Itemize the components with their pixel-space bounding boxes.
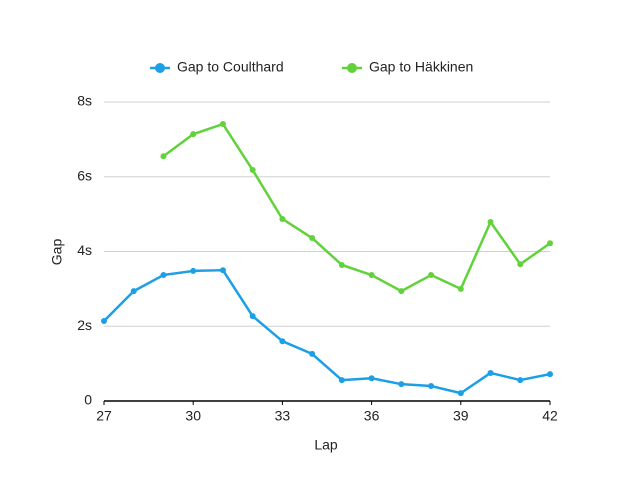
point [160,153,167,160]
legend-swatch [155,63,165,73]
point [398,288,405,295]
x-tick-label: 39 [453,408,469,424]
point [368,272,375,279]
point [190,267,197,274]
series-line [162,122,551,293]
point [279,338,286,345]
series-line [103,268,551,395]
legend-label: Gap to Häkkinen [369,59,473,75]
y-tick-label: 6s [77,167,92,183]
x-tick-label: 27 [96,408,112,424]
point [249,167,256,174]
point [219,121,226,128]
legend-label: Gap to Coulthard [177,59,284,75]
point [338,377,345,384]
point [457,390,464,397]
x-tick-label: 36 [364,408,380,424]
legend-swatch [347,63,357,73]
x-tick-label: 42 [542,408,558,424]
y-tick-label: 4s [77,242,92,258]
y-tick-label: 8s [77,93,92,109]
point [219,267,226,274]
point [309,235,316,242]
x-tick-label: 30 [185,408,201,424]
point [487,369,494,376]
y-axis-label: Gap [49,239,65,266]
point [487,218,494,225]
point [279,215,286,222]
point [517,377,524,384]
point [428,383,435,390]
x-axis-label: Lap [314,437,338,453]
point [398,381,405,388]
point [338,261,345,268]
y-tick-label: 0 [84,392,92,408]
point [309,350,316,357]
x-tick-label: 33 [275,408,291,424]
point [547,371,553,378]
point [190,131,197,138]
point [368,375,375,382]
point [428,272,435,279]
point [160,272,167,279]
point [130,288,137,295]
point [457,285,464,292]
point [547,240,553,247]
point [517,261,524,268]
y-tick-label: 2s [77,317,92,333]
point [101,318,107,325]
point [249,313,256,320]
